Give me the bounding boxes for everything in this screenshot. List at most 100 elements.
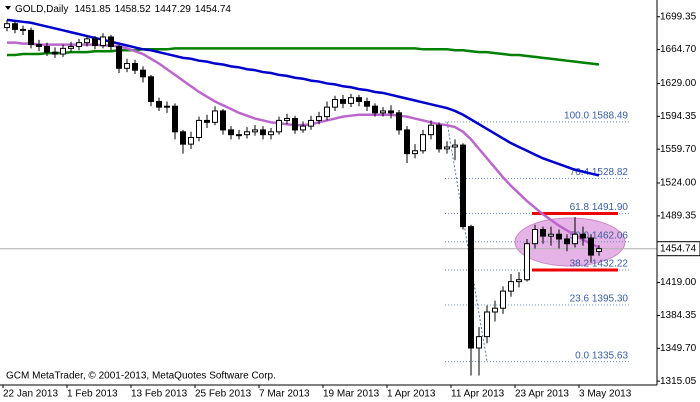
candle-body xyxy=(100,36,106,47)
candle-body xyxy=(140,69,146,78)
candle-body xyxy=(492,307,498,313)
candle-body xyxy=(228,129,234,136)
candle-body xyxy=(460,144,466,228)
y-tick-label: 1559.70 xyxy=(660,144,697,155)
candle-body xyxy=(580,233,586,239)
x-tick-label: 23 Apr 2013 xyxy=(515,389,569,400)
candle-body xyxy=(172,105,178,133)
candle-body xyxy=(532,228,538,245)
candle-body xyxy=(500,290,506,309)
candle-body xyxy=(132,63,138,71)
fib-label: 76.4 1528.82 xyxy=(570,167,629,178)
candle-body xyxy=(12,23,18,30)
candle-body xyxy=(188,137,194,145)
candle-body xyxy=(180,131,186,145)
candle-body xyxy=(508,281,514,292)
x-tick-label: 25 Feb 2013 xyxy=(195,389,252,400)
candle-body xyxy=(468,226,474,349)
fib-label: 61.8 1491.90 xyxy=(570,202,629,213)
candle-body xyxy=(428,124,434,136)
candle-body xyxy=(68,45,74,49)
candle-body xyxy=(260,129,266,136)
candle-body xyxy=(340,99,346,104)
y-tick-label: 1664.70 xyxy=(660,44,697,55)
low-value: 1447.29 xyxy=(155,4,192,15)
candle-body xyxy=(148,76,154,102)
candle-body xyxy=(452,144,458,148)
candle-body xyxy=(436,124,442,150)
candle-body xyxy=(36,44,42,47)
candle-body xyxy=(308,119,314,127)
y-tick-label: 1349.70 xyxy=(660,343,697,354)
candle-body xyxy=(564,238,570,245)
current-price-box xyxy=(656,241,700,257)
fib-label: 38.2 1432.22 xyxy=(570,259,629,270)
candle-body xyxy=(332,99,338,108)
candle-body xyxy=(124,63,130,69)
candle-body xyxy=(4,23,10,28)
fib-label: 23.6 1395.30 xyxy=(570,294,629,305)
candle-body xyxy=(524,243,530,281)
candle-body xyxy=(420,134,426,152)
y-tick-label: 1419.00 xyxy=(660,277,697,288)
x-tick-label: 1 Apr 2013 xyxy=(387,389,436,400)
x-tick-label: 13 Feb 2013 xyxy=(131,389,188,400)
candle-body xyxy=(44,45,50,53)
candle-body xyxy=(372,105,378,114)
candle-body xyxy=(156,100,162,108)
candle-body xyxy=(236,134,242,137)
high-value: 1458.52 xyxy=(115,4,152,15)
y-tick-label: 1315.05 xyxy=(660,376,697,387)
candle-body xyxy=(364,100,370,107)
fib-label: 0.0 1335.63 xyxy=(575,350,628,361)
candle-body xyxy=(204,119,210,123)
x-tick-label: 3 May 2013 xyxy=(579,389,632,400)
x-tick-label: 22 Jan 2013 xyxy=(3,389,58,400)
candle-body xyxy=(164,105,170,108)
candle-body xyxy=(316,116,322,121)
fib-label: 100.0 1588.49 xyxy=(564,111,628,122)
candle-body xyxy=(220,110,226,131)
candle-body xyxy=(548,233,554,237)
candle-body xyxy=(412,150,418,155)
candle-body xyxy=(324,106,330,118)
candle-body xyxy=(28,29,34,46)
candle-body xyxy=(596,248,602,252)
current-price-label: 1454.74 xyxy=(660,243,697,254)
x-tick-label: 19 Mar 2013 xyxy=(323,389,380,400)
header: GOLD,Daily 1451.85 1458.52 1447.29 1454.74 xyxy=(15,4,231,15)
candle-body xyxy=(516,279,522,283)
candle-body xyxy=(444,146,450,150)
fib-trend xyxy=(446,121,488,362)
candle-body xyxy=(556,233,562,240)
open-value: 1451.85 xyxy=(74,4,111,15)
y-tick-label: 1594.35 xyxy=(660,111,697,122)
candle-body xyxy=(484,311,490,338)
fib-label: 50.0 1462.06 xyxy=(570,230,629,241)
close-value: 1454.74 xyxy=(195,4,232,15)
candle-body xyxy=(244,131,250,136)
candle-body xyxy=(300,125,306,131)
y-tick-label: 1699.35 xyxy=(660,11,697,22)
candle-body xyxy=(60,47,66,55)
candle-body xyxy=(196,119,202,139)
x-tick-label: 11 Apr 2013 xyxy=(451,389,505,400)
candle-body xyxy=(268,131,274,136)
candle-body xyxy=(276,119,282,133)
candle-body xyxy=(284,118,290,121)
candle-body xyxy=(84,38,90,44)
candle-body xyxy=(92,38,98,47)
candle-body xyxy=(380,110,386,114)
candle-body xyxy=(572,233,578,245)
symbol-title: GOLD,Daily xyxy=(15,4,68,15)
menu-arrow[interactable] xyxy=(5,6,11,10)
candle-body xyxy=(588,237,594,256)
candle-body xyxy=(116,45,122,69)
candle-body xyxy=(108,36,114,47)
candle-body xyxy=(20,28,26,31)
candle-body xyxy=(292,118,298,131)
candle-body xyxy=(396,112,402,131)
